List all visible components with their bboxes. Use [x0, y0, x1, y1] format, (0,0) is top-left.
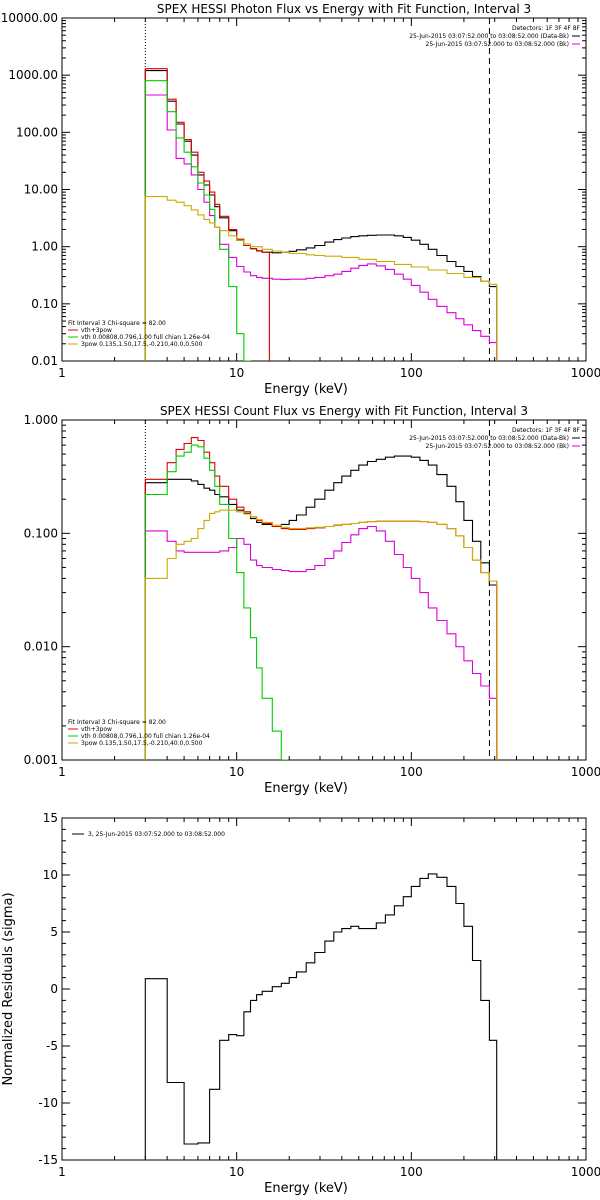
- y-tick-label: 10: [43, 868, 58, 882]
- chart-title: SPEX HESSI Count Flux vs Energy with Fit…: [160, 404, 528, 418]
- legend-entry: vth+3pow: [81, 327, 112, 334]
- chart-panel-1: SPEX HESSI Photon Flux vs Energy with Fi…: [1, 2, 600, 397]
- series-line-3: [144, 437, 498, 760]
- x-tick-label: 10: [229, 1165, 244, 1179]
- y-axis-label: Normalized Residuals (sigma): [1, 892, 16, 1085]
- x-tick-label: 10: [229, 765, 244, 779]
- plot-area: [144, 873, 498, 1160]
- legend-entry: vth 0.00808,0.796,1.00 full chian 1.26e-…: [81, 334, 210, 341]
- x-tick-label: 100: [400, 366, 423, 380]
- legend-entry: vth+3pow: [81, 726, 112, 733]
- plot-frame: [61, 817, 587, 1161]
- y-tick-label: 15: [43, 811, 58, 825]
- x-tick-label: 1: [58, 765, 66, 779]
- legend-entry: 3, 25-Jun-2015 03:07:52.000 to 03:08:52.…: [88, 831, 225, 838]
- y-tick-label: 0.01: [31, 354, 58, 368]
- series-line-2: [144, 94, 498, 361]
- y-tick-label: 0.100: [24, 526, 58, 540]
- y-tick-label: 10000.00: [1, 11, 58, 25]
- y-tick-label: 0.001: [24, 753, 58, 767]
- x-tick-label: 100: [400, 765, 423, 779]
- legend-entry: vth 0.00808,0.796,1.00 full chian 1.26e-…: [81, 733, 210, 740]
- x-tick-label: 1: [58, 1165, 66, 1179]
- series-line-4: [144, 80, 252, 361]
- y-tick-label: 0.010: [24, 640, 58, 654]
- x-tick-label: 1000: [571, 1165, 600, 1179]
- legend-bottom-left: Fit Interval 3 Chi-square = 82.00vth+3po…: [68, 719, 210, 747]
- series-line-1: [144, 70, 498, 361]
- x-axis-label: Energy (keV): [264, 781, 348, 796]
- y-tick-label: -15: [38, 1153, 58, 1167]
- legend-entry: 25-Jun-2015 03:07:52.000 to 03:08:52.000…: [426, 41, 569, 48]
- x-tick-label: 10: [229, 366, 244, 380]
- legend-entry: 3pow 0.135,1.50,17.5,-0.210,40.0,0.500: [81, 341, 203, 348]
- plot-frame: [61, 419, 587, 761]
- legend-header: Detectors: 1F 3F 4F 8F: [512, 427, 581, 434]
- y-tick-label: 5: [50, 925, 58, 939]
- legend-bottom-left: Fit Interval 3 Chi-square = 82.00vth+3po…: [68, 320, 210, 348]
- x-tick-label: 1: [58, 366, 66, 380]
- y-tick-label: 1000.00: [8, 68, 58, 82]
- chart-panel-2: SPEX HESSI Count Flux vs Energy with Fit…: [24, 404, 600, 796]
- y-tick-label: 1.000: [24, 413, 58, 427]
- legend-entry: 25-Jun-2015 03:07:52.000 to 03:08:52.000…: [426, 443, 569, 450]
- legend-header: Detectors: 1F 3F 4F 8F: [512, 25, 581, 32]
- legend-header: Fit Interval 3 Chi-square = 82.00: [68, 719, 166, 726]
- x-axis-label: Energy (keV): [264, 1181, 348, 1196]
- legend-entry: 25-Jun-2015 03:07:52.000 to 03:08:52.000…: [409, 33, 569, 40]
- series-line-5: [144, 509, 498, 760]
- y-tick-label: 0.10: [31, 297, 58, 311]
- series-line-1: [144, 455, 498, 760]
- y-tick-label: 1.00: [31, 240, 58, 254]
- legend-header: Fit Interval 3 Chi-square = 82.00: [68, 320, 166, 327]
- legend-top-left: 3, 25-Jun-2015 03:07:52.000 to 03:08:52.…: [72, 831, 225, 838]
- series-line-2: [144, 525, 498, 760]
- series-line-5: [144, 196, 498, 361]
- plot-frame: [61, 17, 587, 362]
- y-tick-label: 0: [50, 982, 58, 996]
- y-tick-label: -5: [46, 1039, 58, 1053]
- plot-area: [144, 18, 498, 361]
- y-tick-label: -10: [38, 1096, 58, 1110]
- x-axis-label: Energy (keV): [264, 382, 348, 397]
- legend-entry: 3pow 0.135,1.50,17.5,-0.210,40.0,0.500: [81, 740, 203, 747]
- legend-entry: 25-Jun-2015 03:07:52.000 to 03:08:52.000…: [409, 435, 569, 442]
- series-line-1: [144, 873, 498, 1160]
- chart-title: SPEX HESSI Photon Flux vs Energy with Fi…: [157, 2, 531, 16]
- x-tick-label: 1000: [571, 366, 600, 380]
- x-tick-label: 1000: [571, 765, 600, 779]
- plot-area: [144, 420, 498, 760]
- x-tick-label: 100: [400, 1165, 423, 1179]
- series-line-3: [144, 68, 270, 361]
- y-tick-label: 10.00: [24, 183, 58, 197]
- y-tick-label: 100.00: [16, 125, 58, 139]
- chart-panel-3: 1 10 100 1000 Energy (keV) -15 -10 -5 0 5 10 15 Norm…: [1, 811, 600, 1196]
- series-line-4: [144, 444, 289, 760]
